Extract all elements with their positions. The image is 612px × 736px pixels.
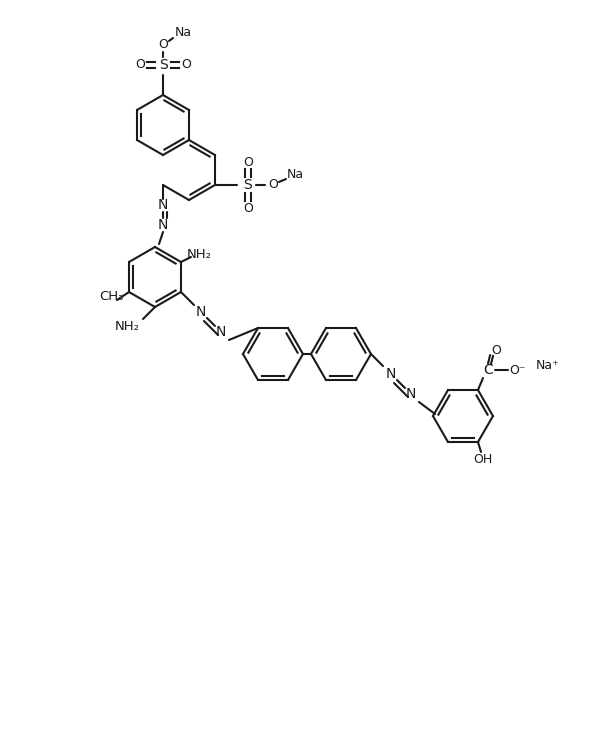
Text: Na⁺: Na⁺ <box>536 358 560 372</box>
Text: NH₂: NH₂ <box>114 320 140 333</box>
Text: N: N <box>158 218 168 232</box>
Text: O: O <box>135 58 145 71</box>
Text: S: S <box>159 58 167 72</box>
Text: Na: Na <box>174 26 192 40</box>
Text: OH: OH <box>473 453 493 467</box>
Text: N: N <box>386 367 396 381</box>
Text: N: N <box>158 198 168 212</box>
Text: NH₂: NH₂ <box>187 247 212 261</box>
Text: O: O <box>268 179 278 191</box>
Text: N: N <box>196 305 206 319</box>
Text: O: O <box>491 344 501 356</box>
Text: N: N <box>216 325 226 339</box>
Text: O: O <box>243 202 253 214</box>
Text: O: O <box>243 155 253 169</box>
Text: CH₃: CH₃ <box>99 291 123 303</box>
Text: S: S <box>244 178 252 192</box>
Text: O: O <box>158 38 168 52</box>
Text: O⁻: O⁻ <box>510 364 526 377</box>
Text: C: C <box>483 363 493 377</box>
Text: Na: Na <box>286 169 304 182</box>
Text: O: O <box>181 58 191 71</box>
Text: N: N <box>406 387 416 401</box>
